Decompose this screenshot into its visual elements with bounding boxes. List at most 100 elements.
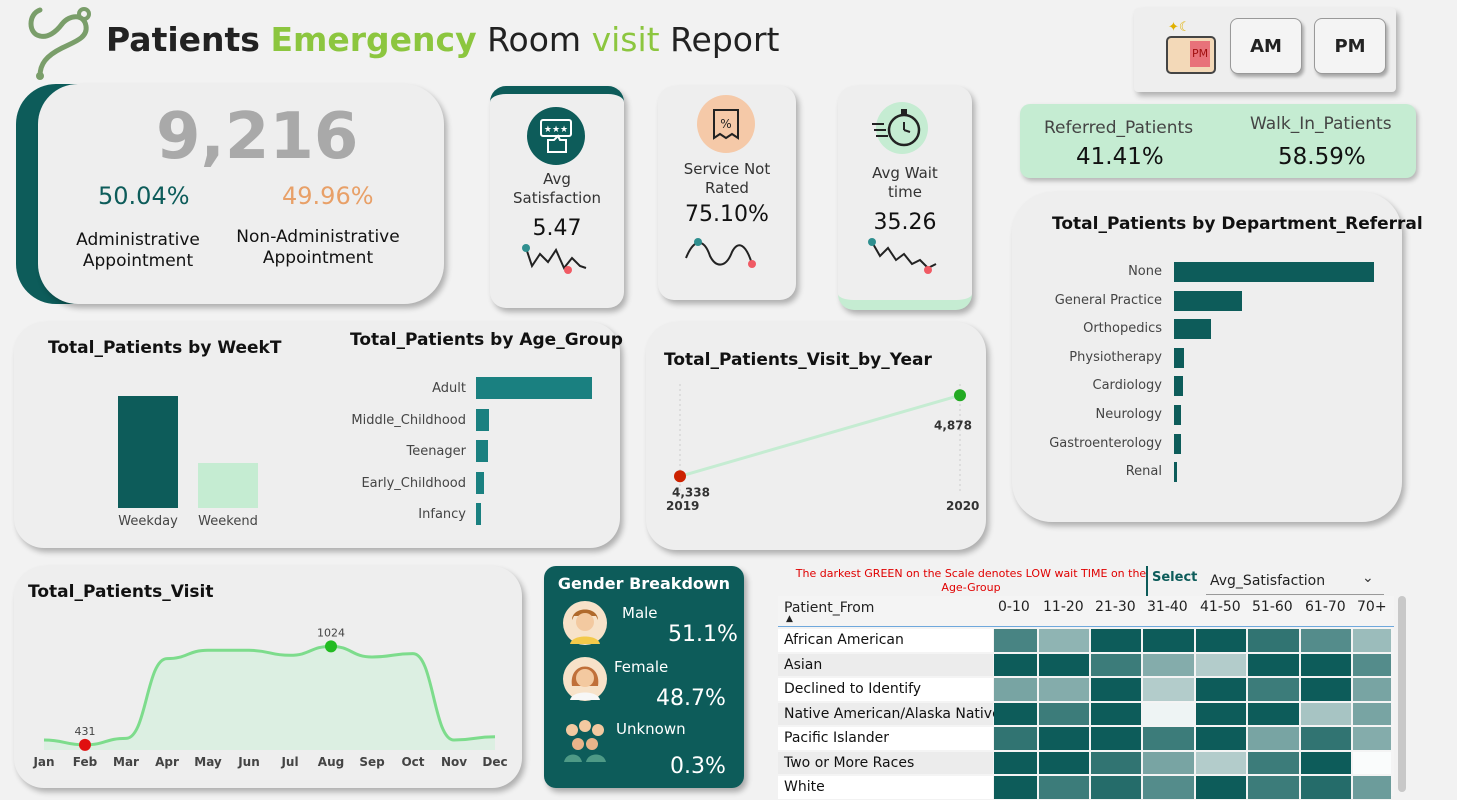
unknown-label: Unknown bbox=[616, 720, 686, 738]
referral-card: Referred_Patients 41.41% Walk_In_Patient… bbox=[1020, 104, 1416, 178]
row-header[interactable]: Patient_From bbox=[784, 600, 875, 616]
svg-text:★★★: ★★★ bbox=[544, 125, 568, 135]
heatmap-cell bbox=[1091, 751, 1141, 774]
age-bar-chart: Adult Middle_Childhood Teenager Early_Child… bbox=[314, 322, 620, 548]
age-bar bbox=[476, 471, 485, 494]
table-row bbox=[778, 776, 993, 799]
heatmap-cell bbox=[1091, 678, 1141, 701]
age-bar bbox=[476, 377, 592, 399]
walkin-label: Walk_In_Patients bbox=[1250, 114, 1392, 134]
month-tick-label: Sep bbox=[359, 755, 385, 769]
month-tick-label: Nov bbox=[441, 755, 467, 769]
heatmap-cell bbox=[1143, 727, 1194, 750]
department-bar-label: General Practice bbox=[1054, 292, 1162, 308]
male-value: 51.1% bbox=[668, 622, 738, 647]
heatmap-cell bbox=[1091, 776, 1141, 799]
department-bar bbox=[1174, 376, 1184, 397]
heatmap-cell bbox=[1039, 702, 1089, 725]
heatmap-column-header[interactable]: 61-70 bbox=[1305, 599, 1346, 615]
heatmap-cell bbox=[1353, 751, 1391, 774]
age-bar-label: Middle_Childhood bbox=[351, 412, 466, 428]
heatmap-column-header[interactable]: 21-30 bbox=[1095, 599, 1136, 615]
table-row bbox=[778, 678, 993, 701]
heatmap-note: The darkest GREEN on the Scale denotes L… bbox=[795, 567, 1147, 594]
heatmap-cell bbox=[1143, 678, 1194, 701]
heatmap-cell bbox=[994, 678, 1037, 701]
satisfaction-value: 5.47 bbox=[532, 216, 582, 241]
chevron-down-icon: ⌄ bbox=[1362, 570, 1374, 586]
time-toggle-panel: ✦☾ PM AM PM bbox=[1134, 8, 1396, 92]
heatmap-row-label: Pacific Islander bbox=[784, 730, 889, 746]
heatmap-cell bbox=[1091, 653, 1141, 676]
heatmap-column-header[interactable]: 41-50 bbox=[1200, 599, 1241, 615]
age-bar-label: Adult bbox=[432, 381, 466, 396]
heatmap-cell bbox=[1353, 653, 1391, 676]
pm-indicator[interactable]: PM bbox=[1166, 36, 1216, 74]
wait-label: Avg Wait time bbox=[872, 164, 938, 201]
pm-button[interactable]: PM bbox=[1314, 18, 1386, 74]
wait-value: 35.26 bbox=[873, 210, 937, 235]
department-bar-label: Neurology bbox=[1095, 407, 1163, 422]
department-bar bbox=[1174, 319, 1211, 340]
heatmap-cell bbox=[1196, 776, 1246, 799]
satisfaction-label: Avg Satisfaction bbox=[512, 170, 602, 207]
metric-dropdown-value: Avg_Satisfaction bbox=[1210, 573, 1326, 589]
heatmap-cell bbox=[1301, 751, 1351, 774]
not-rated-label: Service Not Rated bbox=[683, 160, 771, 197]
wait-sparkline bbox=[868, 238, 937, 274]
heatmap-column-header[interactable]: 11-20 bbox=[1043, 599, 1084, 615]
heatmap-cell bbox=[1353, 702, 1391, 725]
department-bar bbox=[1174, 290, 1243, 311]
department-bar bbox=[1174, 347, 1185, 368]
not-rated-sparkline bbox=[685, 238, 756, 268]
stethoscope-icon bbox=[28, 7, 91, 80]
heatmap-cell bbox=[1143, 776, 1194, 799]
female-label: Female bbox=[614, 658, 669, 676]
heatmap-cell bbox=[1248, 629, 1299, 652]
admin-label: Administrative Appointment bbox=[76, 230, 200, 271]
heatmap-header-border bbox=[778, 626, 1394, 627]
monthly-chart-card: Total_Patients_Visit 431 1024 Jan Feb Mar Apr… bbox=[14, 566, 522, 788]
heatmap-cell bbox=[994, 653, 1037, 676]
heatmap-cell bbox=[1353, 678, 1391, 701]
monthly-series-line bbox=[43, 644, 496, 747]
heatmap-row-label: Declined to Identify bbox=[784, 681, 922, 697]
table-row bbox=[778, 751, 993, 774]
heatmap-scrollbar[interactable] bbox=[1398, 596, 1406, 792]
heatmap-row-label: White bbox=[784, 779, 825, 795]
heatmap-cell bbox=[1196, 653, 1246, 676]
thumbs-up-rating-icon: ★★★ bbox=[527, 107, 585, 165]
heatmap-column-header[interactable]: 31-40 bbox=[1147, 599, 1188, 615]
week-chart-title: Total_Patients by WeekT bbox=[48, 338, 282, 358]
male-avatar-icon bbox=[563, 601, 607, 645]
year-point bbox=[674, 470, 686, 483]
heatmap-cell bbox=[1039, 751, 1089, 774]
total-patients-value: 9,216 bbox=[156, 100, 359, 174]
department-bar-label: Renal bbox=[1125, 464, 1162, 480]
referred-label: Referred_Patients bbox=[1044, 118, 1194, 138]
year-tick-label: 2020 bbox=[946, 499, 979, 513]
metric-dropdown[interactable]: Avg_Satisfaction ⌄ bbox=[1206, 568, 1384, 595]
week-bar-label: Weekday bbox=[118, 514, 178, 529]
heatmap-column-header[interactable]: 70+ bbox=[1357, 599, 1387, 615]
referred-value: 41.41% bbox=[1076, 144, 1164, 170]
sort-asc-icon[interactable]: ▲ bbox=[786, 614, 793, 624]
discount-receipt-icon: % bbox=[697, 95, 755, 153]
heatmap-cell bbox=[1301, 702, 1351, 725]
heatmap-cell bbox=[994, 702, 1037, 725]
heatmap-column-header[interactable]: 51-60 bbox=[1252, 599, 1293, 615]
am-button[interactable]: AM bbox=[1230, 18, 1302, 74]
monthly-min-label: 431 bbox=[75, 725, 96, 738]
kpi-wait-card: Avg Wait time 35.26 bbox=[838, 86, 972, 310]
nonadmin-label: Non-Administrative Appointment bbox=[236, 227, 400, 268]
week-age-card: Total_Patients by WeekT Total_Patients b… bbox=[14, 322, 623, 548]
heatmap-cell bbox=[1248, 751, 1299, 774]
age-bar-label: Infancy bbox=[418, 507, 466, 522]
heatmap-cell bbox=[994, 776, 1037, 799]
heatmap-cell bbox=[1039, 776, 1089, 799]
heatmap-column-header[interactable]: 0-10 bbox=[998, 599, 1030, 615]
monthly-area-fill bbox=[44, 646, 495, 750]
heatmap-cell bbox=[1248, 678, 1299, 701]
year-series-line bbox=[679, 393, 961, 478]
heatmap-cell bbox=[1143, 702, 1194, 725]
